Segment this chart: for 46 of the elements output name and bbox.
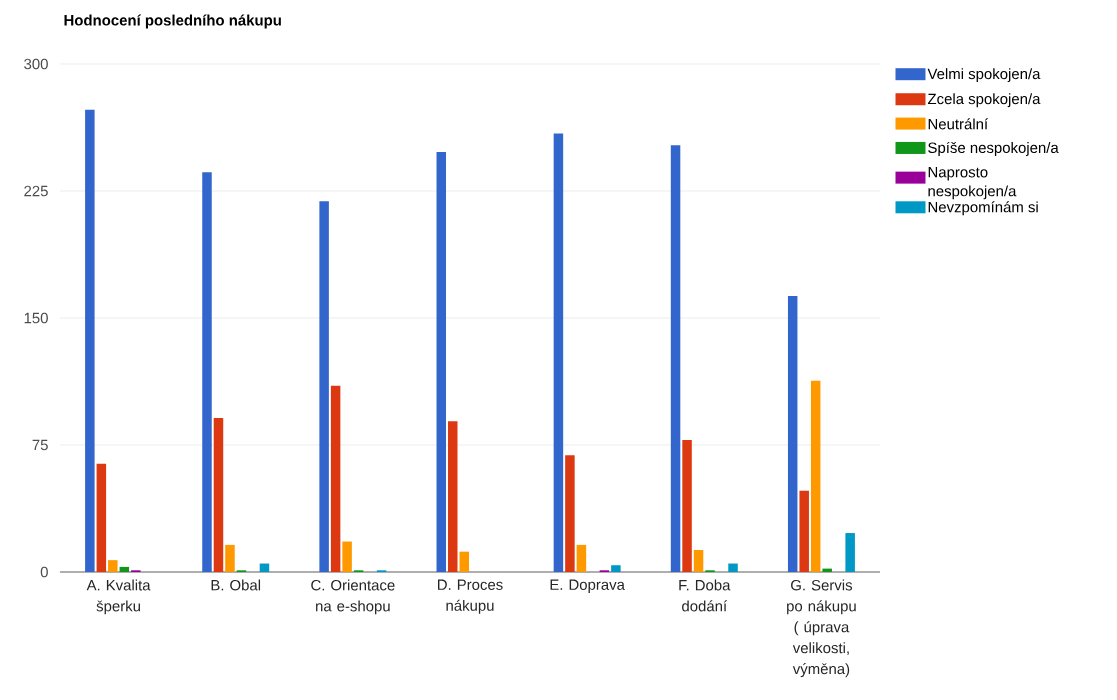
x-tick-label: D. Proces nákupu	[438, 579, 503, 614]
bar	[213, 417, 224, 572]
x-tick-label: B. Obal	[211, 579, 261, 591]
bar	[319, 201, 329, 572]
x-tick-label: F. Doba dodání	[679, 579, 731, 612]
bar	[728, 563, 738, 572]
bar	[822, 568, 832, 572]
bar	[810, 380, 821, 572]
bar	[553, 133, 564, 572]
bar	[693, 549, 704, 572]
bar	[787, 295, 798, 572]
bar	[436, 152, 447, 572]
bar	[119, 566, 130, 572]
bar	[202, 172, 212, 572]
bar	[682, 439, 692, 572]
chart-title: Hodnocení posledního nákupu	[64, 14, 281, 29]
bar	[565, 455, 575, 572]
bar	[611, 565, 621, 572]
y-tick-label: 0	[40, 566, 48, 578]
bar	[459, 551, 470, 572]
bar	[85, 109, 95, 572]
bar	[576, 544, 587, 572]
x-tick-label: E. Doprava	[550, 579, 625, 593]
bar	[330, 385, 341, 572]
bar	[845, 533, 855, 572]
x-tick-label: G. Servis po nákupu ( úprava velikosti, výměna)	[787, 579, 856, 678]
bar	[670, 145, 681, 572]
legend-label: Spíše nespokojen/a	[928, 141, 1059, 156]
legend-label: Neutrální	[928, 118, 989, 130]
bar	[342, 541, 352, 572]
legend-label: Velmi spokojen/a	[927, 68, 1041, 83]
y-tick-label: 75	[32, 439, 48, 451]
legend-label: Nevzpomínám si	[928, 201, 1038, 216]
bar	[225, 544, 235, 572]
bar	[108, 560, 118, 572]
y-tick-label: 300	[24, 58, 48, 70]
legend-label: Naprosto nespokojen/a	[928, 167, 1017, 200]
legend-label: Zcela spokojen/a	[927, 93, 1041, 108]
bar	[259, 563, 270, 572]
x-tick-label: A. Kvalita šperku	[86, 579, 151, 615]
bar	[799, 490, 809, 572]
bar	[448, 421, 458, 572]
y-tick-label: 150	[24, 312, 48, 324]
bar	[96, 463, 107, 572]
y-tick-label: 225	[24, 185, 48, 197]
x-tick-label: C. Orientace na e-shopu	[311, 579, 395, 615]
